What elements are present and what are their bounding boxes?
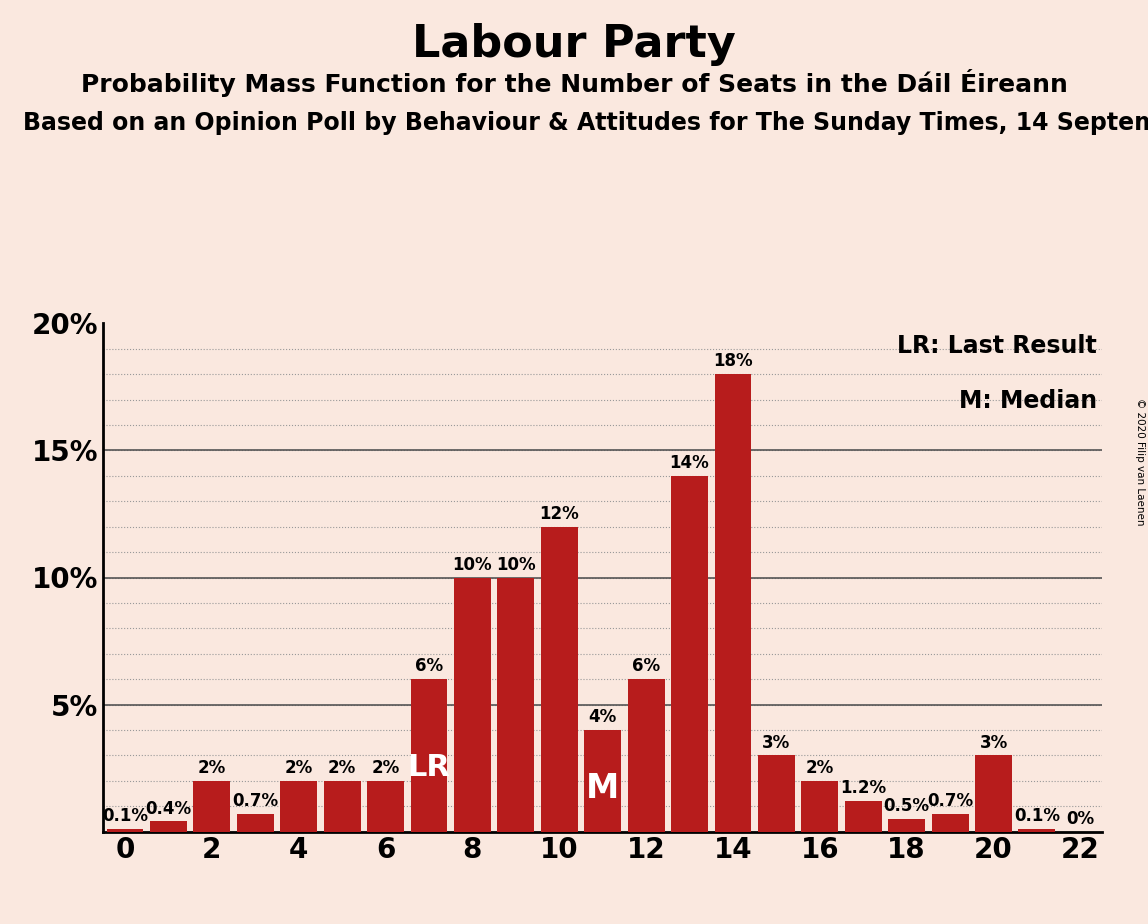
Bar [1018, 829, 1055, 832]
Text: 0.1%: 0.1% [102, 808, 148, 825]
Bar [758, 756, 794, 832]
Text: 10%: 10% [452, 555, 492, 574]
Text: 3%: 3% [762, 734, 791, 751]
Text: © 2020 Filip van Laenen: © 2020 Filip van Laenen [1134, 398, 1145, 526]
Bar [975, 756, 1013, 832]
Bar [150, 821, 187, 832]
Text: 0.1%: 0.1% [1014, 808, 1060, 825]
Text: 12%: 12% [540, 505, 579, 523]
Text: 3%: 3% [979, 734, 1008, 751]
Text: 6%: 6% [414, 657, 443, 675]
Bar [584, 730, 621, 832]
Bar [411, 679, 448, 832]
Text: M: Median: M: Median [959, 390, 1097, 413]
Text: 14%: 14% [669, 454, 709, 472]
Bar [541, 527, 577, 832]
Text: 10%: 10% [496, 555, 536, 574]
Bar [453, 578, 491, 832]
Text: 4%: 4% [589, 708, 616, 726]
Text: 0.7%: 0.7% [928, 792, 974, 810]
Bar [845, 801, 882, 832]
Bar [801, 781, 838, 832]
Text: 6%: 6% [633, 657, 660, 675]
Bar [107, 829, 144, 832]
Bar [628, 679, 665, 832]
Bar [714, 374, 752, 832]
Text: 0.7%: 0.7% [232, 792, 278, 810]
Text: 2%: 2% [197, 759, 226, 777]
Bar [672, 476, 708, 832]
Text: 2%: 2% [372, 759, 400, 777]
Text: LR: Last Result: LR: Last Result [898, 334, 1097, 358]
Text: 2%: 2% [806, 759, 833, 777]
Text: LR: LR [408, 753, 450, 782]
Text: 2%: 2% [328, 759, 356, 777]
Bar [367, 781, 404, 832]
Text: 0.4%: 0.4% [146, 799, 192, 818]
Text: Probability Mass Function for the Number of Seats in the Dáil Éireann: Probability Mass Function for the Number… [80, 69, 1068, 97]
Bar [236, 814, 273, 832]
Text: Based on an Opinion Poll by Behaviour & Attitudes for The Sunday Times, 14 Septe: Based on an Opinion Poll by Behaviour & … [23, 111, 1148, 135]
Bar [889, 819, 925, 832]
Bar [324, 781, 360, 832]
Text: M: M [587, 772, 619, 806]
Bar [497, 578, 534, 832]
Bar [280, 781, 317, 832]
Bar [932, 814, 969, 832]
Text: 18%: 18% [713, 352, 753, 371]
Text: 1.2%: 1.2% [840, 779, 886, 797]
Text: 0.5%: 0.5% [884, 797, 930, 815]
Bar [193, 781, 231, 832]
Text: Labour Party: Labour Party [412, 23, 736, 67]
Text: 0%: 0% [1066, 809, 1094, 828]
Text: 2%: 2% [285, 759, 313, 777]
